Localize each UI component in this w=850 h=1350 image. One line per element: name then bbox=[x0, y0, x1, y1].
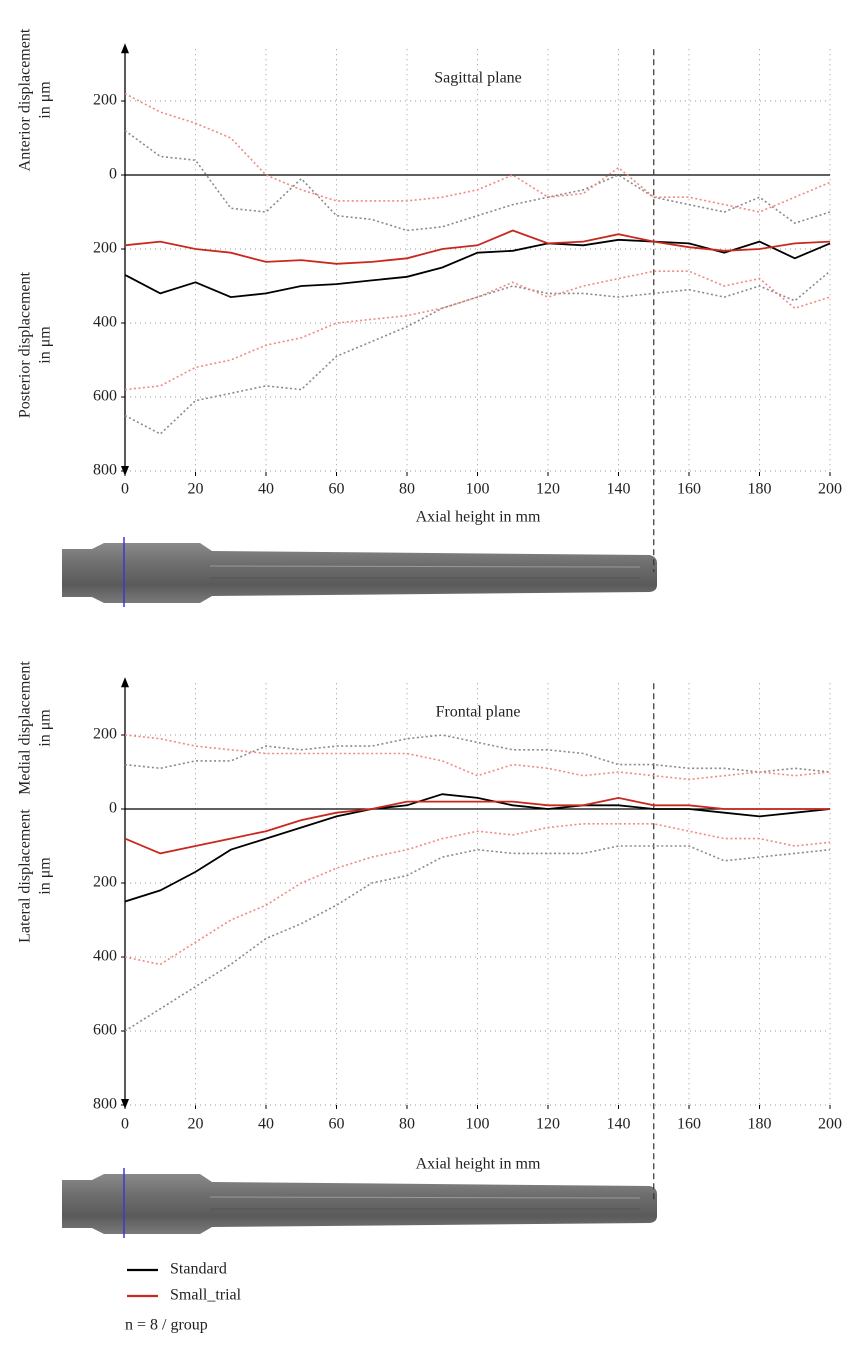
x-tick-label: 180 bbox=[748, 481, 772, 498]
x-tick-label: 60 bbox=[329, 481, 345, 498]
implant-1 bbox=[62, 537, 657, 607]
y-tick-label: 800 bbox=[93, 1096, 117, 1113]
y-tick-label: 0 bbox=[109, 166, 117, 183]
bound-line bbox=[124, 270, 831, 391]
y-axis-title: in μm bbox=[37, 326, 54, 364]
y-tick-label: 600 bbox=[93, 388, 117, 405]
bound-line bbox=[124, 823, 831, 966]
x-tick-label: 200 bbox=[818, 481, 842, 498]
mean-line bbox=[124, 238, 831, 299]
x-tick-label: 120 bbox=[536, 481, 560, 498]
x-tick-label: 180 bbox=[748, 1116, 772, 1133]
x-axis-title: Axial height in mm bbox=[416, 509, 541, 526]
y-tick-label: 200 bbox=[93, 92, 117, 109]
plot-title: Sagittal plane bbox=[434, 70, 522, 87]
x-axis-title: Axial height in mm bbox=[416, 1156, 541, 1173]
implant-2 bbox=[62, 1168, 657, 1238]
y-tick-label: 400 bbox=[93, 948, 117, 965]
y-tick-label: 200 bbox=[93, 726, 117, 743]
axis-arrow bbox=[121, 1099, 129, 1109]
mean-line bbox=[124, 229, 831, 265]
x-tick-label: 60 bbox=[329, 1116, 345, 1133]
x-tick-label: 100 bbox=[466, 1116, 490, 1133]
y-tick-label: 600 bbox=[93, 1022, 117, 1039]
y-tick-label: 400 bbox=[93, 314, 117, 331]
y-tick-label: 800 bbox=[93, 462, 117, 479]
x-tick-label: 120 bbox=[536, 1116, 560, 1133]
y-axis-title: Posterior displacement bbox=[17, 271, 34, 418]
bound-line bbox=[124, 129, 831, 232]
y-tick-label: 0 bbox=[109, 800, 117, 817]
y-axis-title: in μm bbox=[37, 81, 54, 119]
legend-label: Small_trial bbox=[170, 1287, 242, 1304]
x-tick-label: 20 bbox=[188, 1116, 204, 1133]
x-tick-label: 160 bbox=[677, 1116, 701, 1133]
legend-note: n = 8 / group bbox=[125, 1317, 208, 1334]
x-tick-label: 0 bbox=[121, 1116, 129, 1133]
legend-label: Standard bbox=[170, 1261, 227, 1278]
bound-line bbox=[124, 270, 831, 435]
x-tick-label: 40 bbox=[258, 481, 274, 498]
axis-arrow bbox=[121, 677, 129, 688]
plot-title: Frontal plane bbox=[436, 704, 521, 721]
x-tick-label: 80 bbox=[399, 1116, 415, 1133]
y-tick-label: 200 bbox=[93, 240, 117, 257]
x-tick-label: 200 bbox=[818, 1116, 842, 1133]
x-tick-label: 140 bbox=[607, 481, 631, 498]
x-tick-label: 100 bbox=[466, 481, 490, 498]
y-axis-title: Anterior displacement bbox=[17, 28, 34, 171]
mean-line bbox=[124, 793, 831, 903]
x-tick-label: 40 bbox=[258, 1116, 274, 1133]
x-tick-label: 80 bbox=[399, 481, 415, 498]
mean-line bbox=[124, 796, 830, 855]
y-axis-title: in μm bbox=[37, 857, 54, 895]
y-tick-label: 200 bbox=[93, 874, 117, 891]
y-axis-title: Medial displacement bbox=[17, 661, 34, 795]
bound-line bbox=[124, 845, 831, 1032]
axis-arrow bbox=[121, 43, 129, 54]
x-tick-label: 140 bbox=[607, 1116, 631, 1133]
y-axis-title: Lateral displacement bbox=[17, 809, 34, 943]
y-axis-title: in μm bbox=[37, 709, 54, 747]
bound-line bbox=[124, 734, 831, 781]
x-tick-label: 0 bbox=[121, 481, 129, 498]
bound-line bbox=[124, 92, 831, 213]
x-tick-label: 20 bbox=[188, 481, 204, 498]
x-tick-label: 160 bbox=[677, 481, 701, 498]
axis-arrow bbox=[121, 466, 129, 476]
